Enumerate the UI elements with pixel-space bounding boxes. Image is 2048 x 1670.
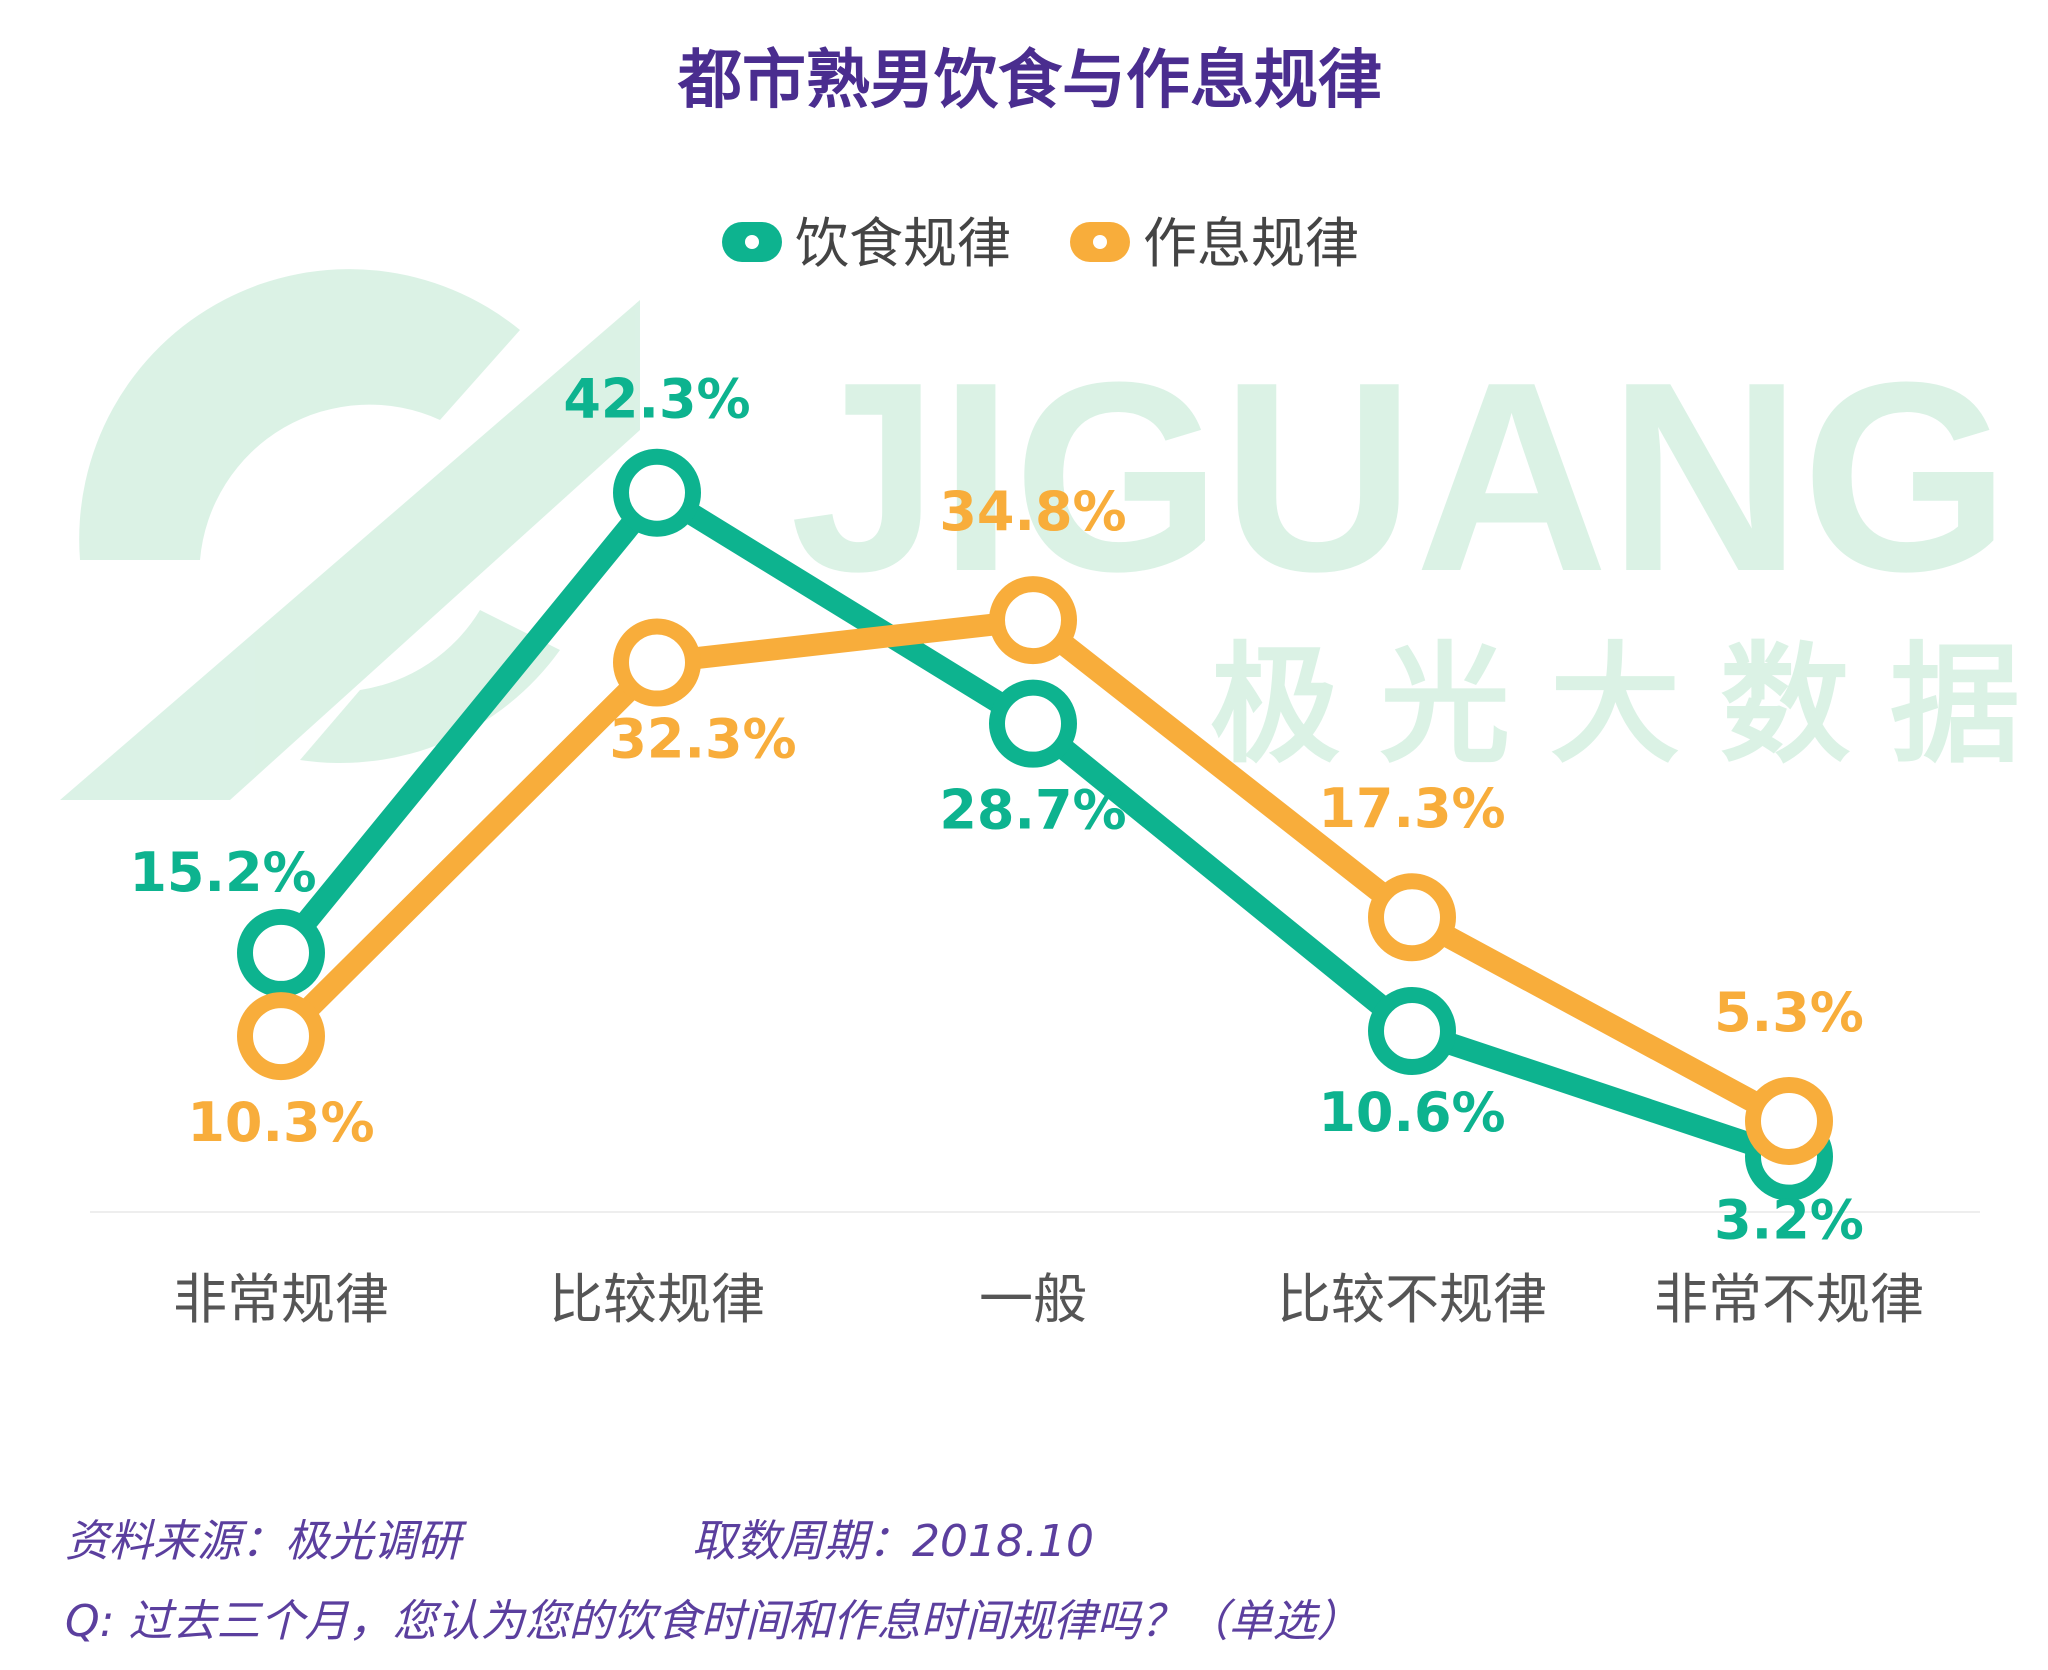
- data-point-diet: [613, 448, 701, 537]
- data-point-sleep: [1368, 873, 1456, 962]
- period-note: 取数周期：2018.10: [692, 1516, 1094, 1567]
- x-tick-label: 比较规律: [549, 1268, 765, 1331]
- x-tick-label: 非常不规律: [1654, 1268, 1924, 1331]
- footer: 资料来源：极光调研 取数周期：2018.10 Q: 过去三个月，您认为您的饮食时…: [65, 1516, 1360, 1647]
- data-point-diet: [989, 679, 1077, 768]
- x-tick-label: 比较不规律: [1277, 1268, 1547, 1331]
- data-label-sleep: 5.3%: [1714, 981, 1864, 1044]
- data-point-sleep: [237, 992, 325, 1081]
- svg-text:JIGUANG: JIGUANG: [790, 327, 2010, 628]
- legend-label-diet: 饮食规律: [795, 212, 1011, 275]
- data-label-sleep: 34.8%: [939, 480, 1126, 543]
- data-point-sleep: [613, 618, 701, 707]
- data-label-diet: 42.3%: [563, 368, 750, 431]
- legend-label-sleep: 作息规律: [1143, 212, 1359, 275]
- data-label-sleep: 17.3%: [1318, 777, 1505, 840]
- data-label-sleep: 10.3%: [187, 1091, 374, 1154]
- data-label-diet: 15.2%: [129, 841, 316, 904]
- data-label-diet: 10.6%: [1318, 1081, 1505, 1144]
- x-tick-label: 非常规律: [173, 1268, 389, 1331]
- legend: 饮食规律 作息规律: [722, 212, 1359, 275]
- data-label-sleep: 32.3%: [609, 708, 796, 771]
- data-point-diet: [237, 908, 325, 997]
- watermark-logo: JIGUANG 极光大数据: [60, 269, 2048, 800]
- source-note: 资料来源：极光调研: [65, 1516, 467, 1567]
- question-note: Q: 过去三个月，您认为您的饮食时间和作息时间规律吗？（单选）: [65, 1596, 1360, 1647]
- data-point-diet: [1368, 987, 1456, 1076]
- svg-text:极光大数据: 极光大数据: [1210, 629, 2048, 781]
- data-label-diet: 3.2%: [1714, 1189, 1864, 1252]
- chart-title: 都市熟男饮食与作息规律: [677, 44, 1382, 118]
- data-label-diet: 28.7%: [939, 779, 1126, 842]
- data-point-sleep: [1745, 1077, 1833, 1166]
- data-point-sleep: [989, 576, 1077, 665]
- x-tick-label: 一般: [979, 1268, 1087, 1331]
